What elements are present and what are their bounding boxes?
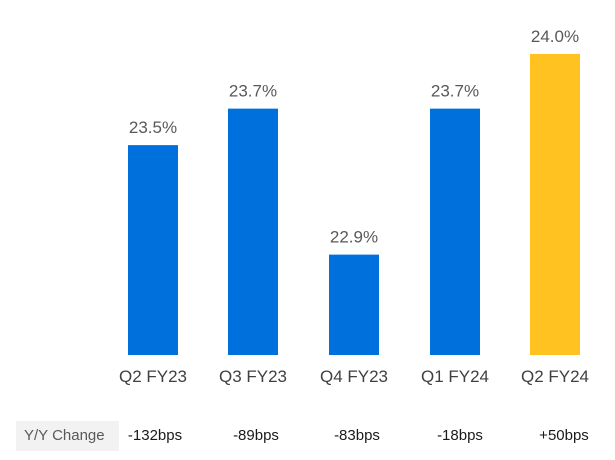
- yoy-label-background: [16, 421, 119, 451]
- bar-q2-fy23: [128, 145, 178, 355]
- bar-q4-fy23: [329, 254, 379, 355]
- bar-value-label: 23.7%: [229, 82, 277, 101]
- bar-q2-fy24: [530, 53, 580, 355]
- value-labels-group: 23.5% 23.7% 22.9% 23.7% 24.0%: [129, 27, 579, 247]
- yoy-value: -83bps: [334, 427, 380, 444]
- bar-value-label: 23.7%: [431, 82, 479, 101]
- x-tick-label: Q2 FY24: [521, 367, 589, 386]
- bar-value-label: 24.0%: [531, 27, 579, 46]
- x-tick-labels-group: Q2 FY23 Q3 FY23 Q4 FY23 Q1 FY24 Q2 FY24: [119, 367, 589, 386]
- x-tick-label: Q1 FY24: [421, 367, 489, 386]
- x-tick-label: Q4 FY23: [320, 367, 388, 386]
- yoy-value: +50bps: [539, 427, 589, 444]
- x-tick-label: Q3 FY23: [219, 367, 287, 386]
- bar-value-label: 23.5%: [129, 118, 177, 137]
- yoy-row-label: Y/Y Change: [24, 427, 105, 444]
- bar-value-label: 22.9%: [330, 228, 378, 247]
- yoy-value: -132bps: [127, 427, 183, 444]
- bars-group: [128, 53, 580, 355]
- yoy-value: -89bps: [233, 427, 279, 444]
- bar-q3-fy23: [228, 108, 278, 355]
- yoy-value: -18bps: [437, 427, 483, 444]
- x-tick-label: Q2 FY23: [119, 367, 187, 386]
- bar-q1-fy24: [430, 108, 480, 355]
